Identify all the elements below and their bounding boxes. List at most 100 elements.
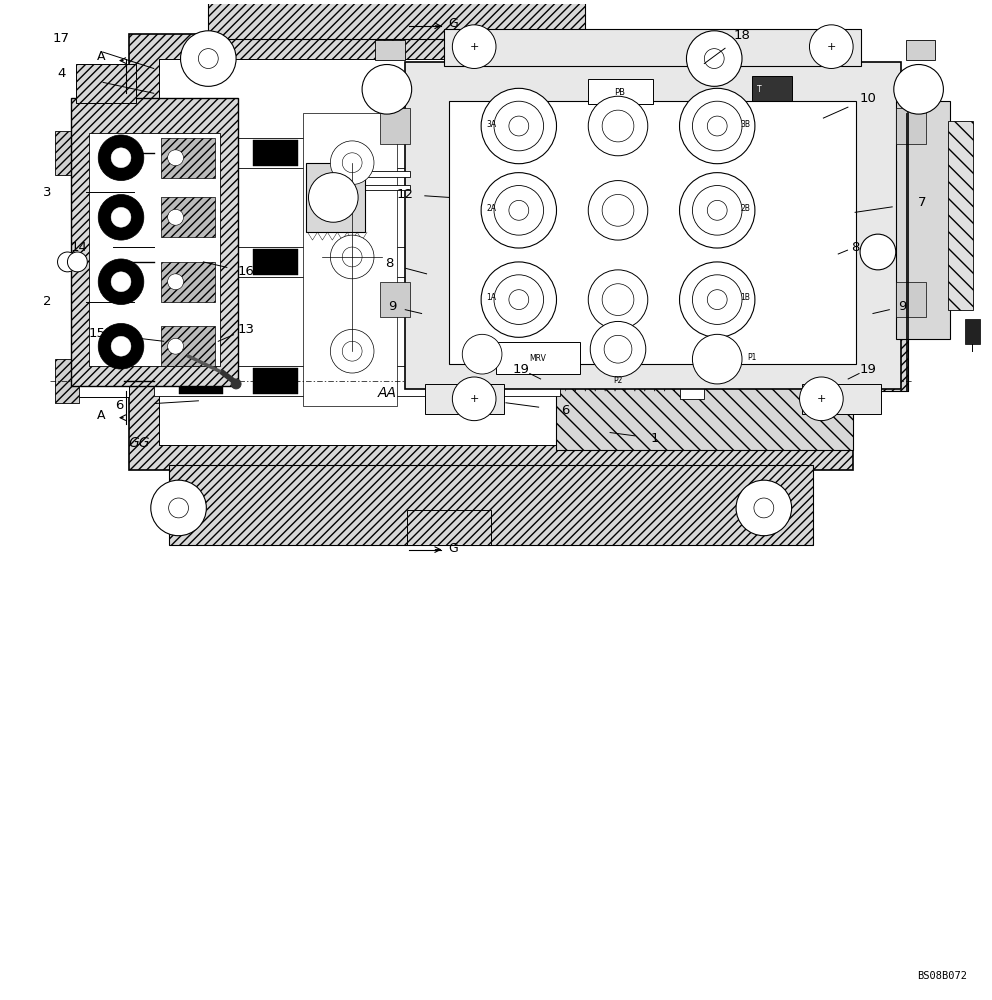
Text: 9: 9 [388,300,396,313]
Bar [375,40,405,60]
Circle shape [330,141,374,185]
Text: 16: 16 [237,265,255,278]
Circle shape [754,498,774,518]
Circle shape [680,88,755,164]
Text: 7: 7 [919,196,927,209]
Text: PB: PB [614,88,626,97]
Circle shape [800,377,843,421]
Text: 1B: 1B [740,293,750,302]
Bar [347,368,392,394]
Bar [71,98,238,386]
Bar [441,249,486,275]
Text: BS08B072: BS08B072 [918,971,967,981]
Bar [55,131,79,175]
Bar [680,135,704,171]
Text: 6: 6 [561,404,569,417]
Circle shape [98,194,144,240]
Circle shape [680,262,755,337]
Text: 8: 8 [385,257,393,270]
Bar [556,54,853,450]
Bar [449,101,856,364]
Bar [161,326,215,366]
Circle shape [168,209,184,225]
Bar [906,40,935,60]
Bar [441,368,486,394]
Bar [802,384,881,414]
Text: A: A [97,50,105,63]
Text: 14: 14 [70,241,88,254]
Text: 18: 18 [733,29,751,42]
Circle shape [168,150,184,166]
Text: 10: 10 [859,92,877,105]
Text: 12: 12 [396,188,414,201]
Bar [355,171,410,177]
Bar [169,465,813,545]
Circle shape [707,200,727,220]
Circle shape [362,65,412,114]
Text: 1: 1 [651,432,659,445]
Circle shape [494,275,544,324]
Bar [965,319,980,344]
Circle shape [342,341,362,361]
Text: GG: GG [128,436,150,450]
Circle shape [98,259,144,305]
Text: 1A: 1A [486,293,496,302]
Text: MRV: MRV [529,354,547,363]
Circle shape [736,480,792,536]
Circle shape [692,186,742,235]
Circle shape [686,31,742,86]
Bar [253,140,298,166]
Bar [425,384,504,414]
Circle shape [704,49,724,68]
Bar [441,140,486,166]
Text: +: + [469,42,479,52]
Text: 3A: 3A [486,120,496,129]
Bar [380,108,410,144]
Bar [355,185,410,190]
Text: 2A: 2A [486,204,496,213]
Bar [179,140,223,166]
Bar [347,249,392,275]
Circle shape [481,88,557,164]
Text: 3: 3 [44,186,52,199]
Text: +: + [469,394,479,404]
Circle shape [198,49,218,68]
Circle shape [481,262,557,337]
Circle shape [509,200,529,220]
Circle shape [330,329,374,373]
Circle shape [602,194,634,226]
Bar [347,140,392,166]
Bar [896,282,926,317]
Circle shape [452,377,496,421]
Text: A: A [97,409,105,422]
Bar [253,249,298,275]
Circle shape [494,101,544,151]
Bar [680,363,704,399]
Circle shape [602,110,634,142]
Circle shape [692,334,742,384]
Text: 2: 2 [44,295,52,308]
Circle shape [707,116,727,136]
Circle shape [111,272,131,292]
Text: 4: 4 [58,67,65,80]
Circle shape [111,336,131,356]
Bar [496,342,580,374]
Circle shape [111,148,131,168]
Circle shape [98,323,144,369]
Bar [444,29,861,66]
Text: +: + [826,42,836,52]
Circle shape [452,25,496,68]
Bar [405,62,901,389]
Text: 2B: 2B [740,204,750,213]
Text: +: + [816,394,826,404]
Circle shape [169,498,188,518]
Circle shape [602,284,634,315]
Bar [833,113,908,391]
Bar [159,59,556,445]
Text: 19: 19 [512,363,530,376]
Circle shape [342,247,362,267]
Circle shape [462,334,502,374]
Circle shape [181,31,236,86]
Circle shape [588,270,648,329]
Text: 17: 17 [53,32,70,45]
